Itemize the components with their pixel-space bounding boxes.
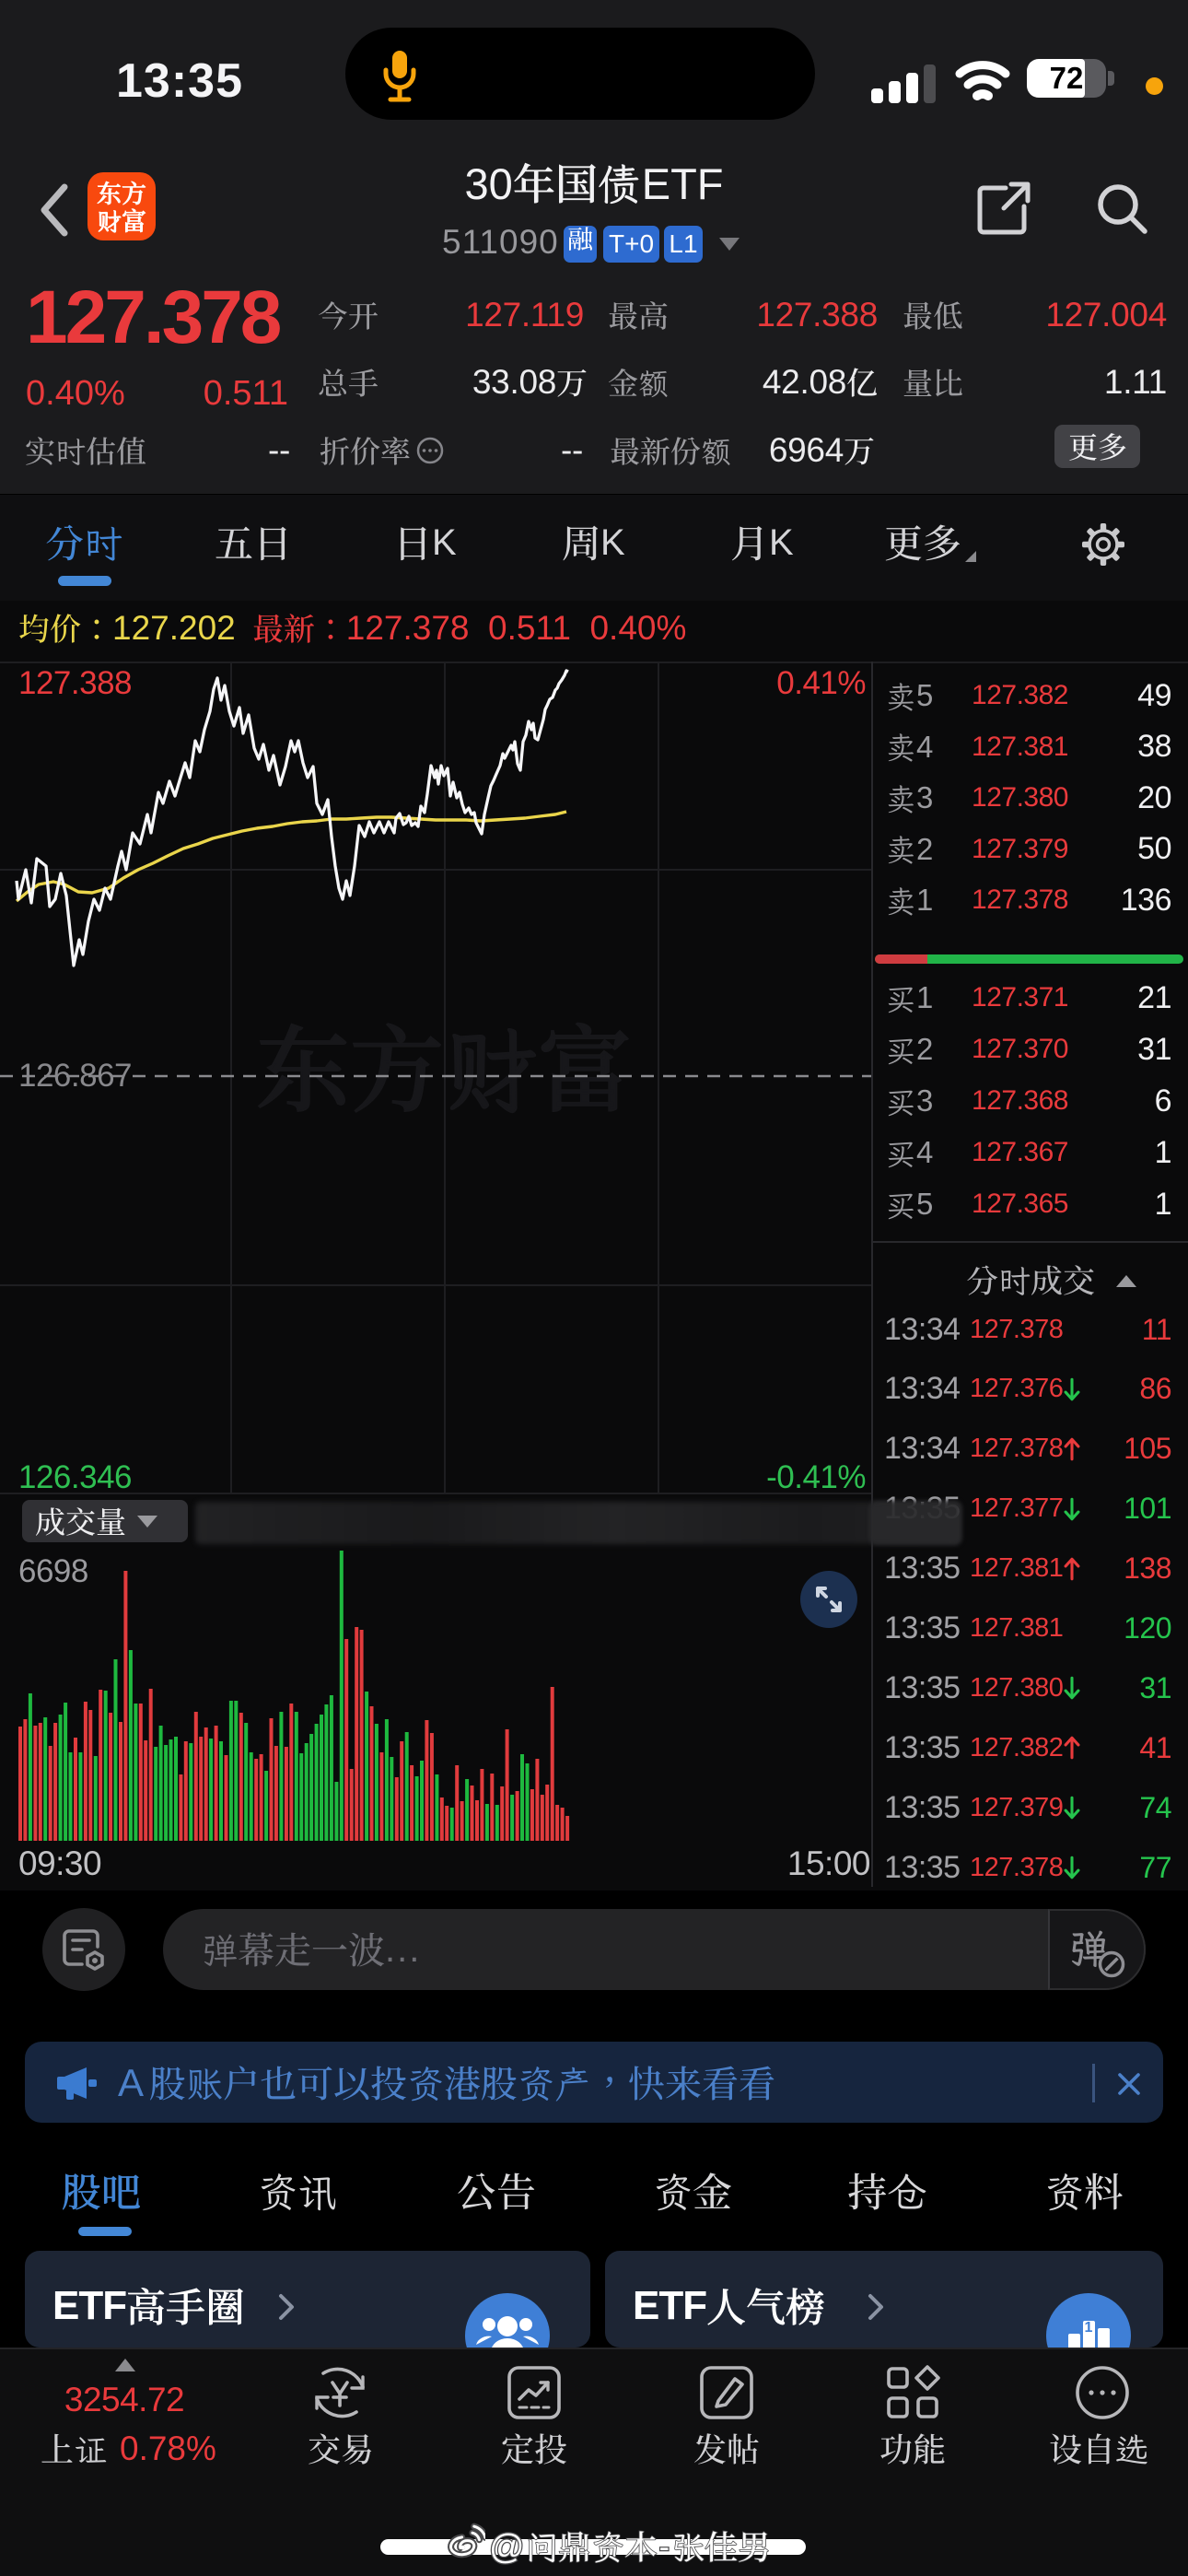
svg-text:1: 1 — [1085, 2320, 1093, 2336]
